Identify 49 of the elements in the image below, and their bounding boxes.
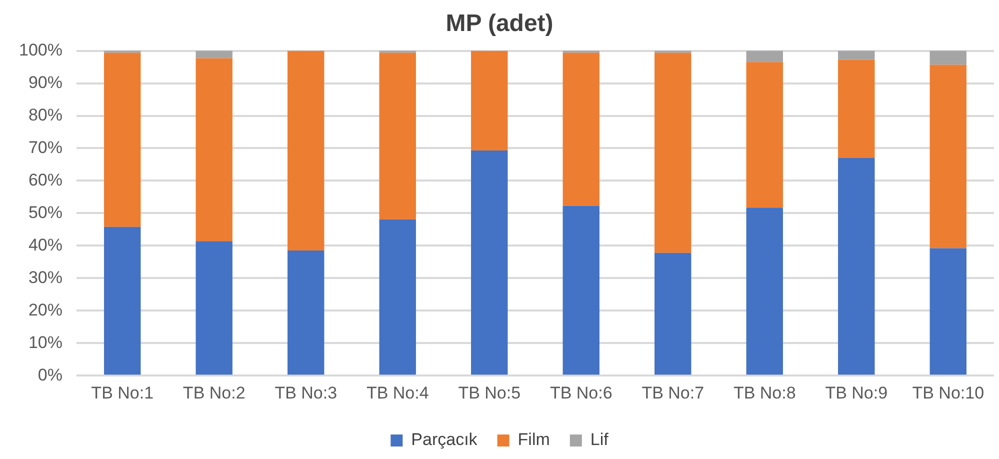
x-tick-label: TB No:10 bbox=[912, 383, 984, 402]
x-tick-label: TB No:7 bbox=[642, 383, 704, 402]
bar bbox=[654, 252, 692, 375]
bar bbox=[471, 50, 508, 151]
y-tick-label: 70% bbox=[28, 138, 62, 157]
bar bbox=[196, 241, 232, 375]
bar bbox=[838, 50, 875, 60]
y-tick-label: 30% bbox=[28, 268, 62, 287]
bar bbox=[196, 58, 232, 242]
bar bbox=[196, 50, 232, 58]
y-tick-label: 100% bbox=[18, 40, 62, 60]
x-tick-label: TB No:2 bbox=[182, 383, 246, 402]
bar bbox=[746, 62, 783, 208]
bar bbox=[562, 52, 600, 206]
bar bbox=[746, 208, 783, 375]
y-tick-label: 90% bbox=[28, 72, 62, 92]
bar bbox=[288, 50, 324, 251]
y-tick-label: 80% bbox=[28, 105, 62, 124]
y-tick-label: 40% bbox=[28, 235, 62, 254]
x-tick-label: TB No:4 bbox=[366, 383, 429, 402]
bar bbox=[104, 226, 141, 375]
y-tick-label: 50% bbox=[28, 202, 62, 222]
legend-label: Lif bbox=[590, 430, 609, 450]
x-tick-label: TB No:3 bbox=[274, 383, 338, 402]
bar bbox=[288, 250, 324, 375]
y-tick-label: 0% bbox=[38, 365, 62, 384]
bar bbox=[654, 52, 692, 253]
bar bbox=[379, 52, 416, 220]
bar bbox=[746, 50, 783, 62]
x-tick-label: TB No:1 bbox=[91, 383, 154, 402]
y-tick-label: 10% bbox=[28, 332, 62, 352]
bar bbox=[930, 64, 966, 248]
bar bbox=[930, 50, 966, 65]
x-tick-label: TB No:5 bbox=[458, 383, 521, 402]
x-tick-label: TB No:9 bbox=[825, 383, 888, 402]
bar bbox=[379, 219, 416, 375]
chart-title: MP (adet) bbox=[446, 10, 554, 38]
x-tick-label: TB No:8 bbox=[733, 383, 796, 402]
y-tick-label: 20% bbox=[28, 300, 62, 320]
bar bbox=[104, 52, 141, 227]
bar bbox=[838, 60, 875, 158]
legend-label: Film bbox=[518, 430, 550, 450]
bar bbox=[562, 206, 600, 375]
bar bbox=[471, 150, 508, 375]
x-tick-label: TB No:6 bbox=[550, 383, 612, 402]
y-tick-label: 60% bbox=[28, 170, 62, 190]
bar bbox=[838, 158, 875, 375]
bar bbox=[930, 248, 966, 375]
legend-label: Parçacık bbox=[411, 430, 478, 450]
